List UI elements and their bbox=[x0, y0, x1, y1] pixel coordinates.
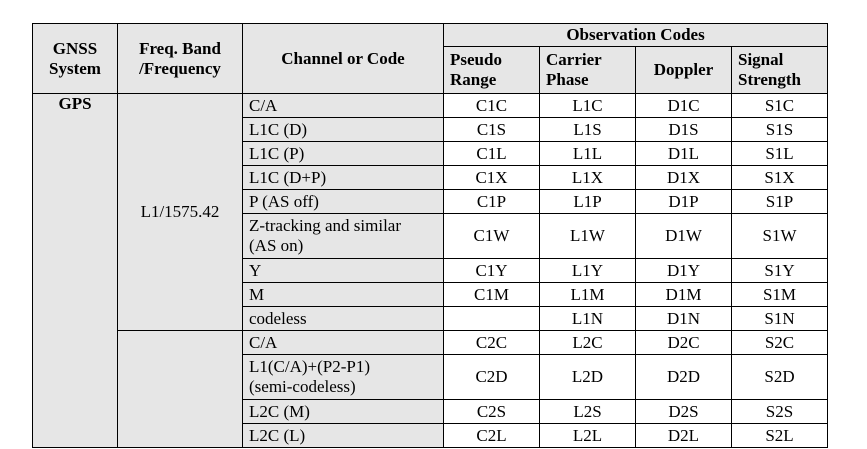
channel-cell: Z-tracking and similar (AS on) bbox=[242, 213, 444, 259]
carrier-phase-cell: L1X bbox=[539, 165, 636, 190]
channel-cell: L2C (M) bbox=[242, 399, 444, 424]
pseudo-range-cell: C1P bbox=[443, 189, 540, 214]
table-row: L1(C/A)+(P2-P1) (semi-codeless) C2D L2D D… bbox=[33, 354, 828, 400]
channel-cell: P (AS off) bbox=[242, 189, 444, 214]
pseudo-range-cell: C1X bbox=[443, 165, 540, 190]
carrier-phase-cell: L2S bbox=[539, 399, 636, 424]
channel-cell: L2C (L) bbox=[242, 423, 444, 448]
observation-codes-table: GNSS System Freq. Band/Frequency Channel … bbox=[32, 23, 828, 448]
doppler-cell: D2D bbox=[635, 354, 732, 400]
system-gps-cell: GPS bbox=[32, 93, 118, 448]
doppler-cell: D2S bbox=[635, 399, 732, 424]
carrier-phase-cell: L1S bbox=[539, 117, 636, 142]
header-observation-codes: Observation Codes bbox=[443, 23, 828, 47]
signal-strength-cell: S2S bbox=[731, 399, 828, 424]
carrier-phase-cell: L1C bbox=[539, 93, 636, 118]
carrier-phase-cell: L1M bbox=[539, 282, 636, 307]
header-gnss-system: GNSS System bbox=[32, 23, 118, 94]
table-row: codeless L1N D1N S1N bbox=[33, 306, 828, 331]
carrier-phase-cell: L2L bbox=[539, 423, 636, 448]
signal-strength-cell: S1X bbox=[731, 165, 828, 190]
channel-cell: codeless bbox=[242, 306, 444, 331]
doppler-cell: D1Y bbox=[635, 258, 732, 283]
pseudo-range-cell: C2D bbox=[443, 354, 540, 400]
channel-cell: L1C (P) bbox=[242, 141, 444, 166]
pseudo-range-cell: C1S bbox=[443, 117, 540, 142]
signal-strength-cell: S1N bbox=[731, 306, 828, 331]
signal-strength-cell: S1C bbox=[731, 93, 828, 118]
doppler-cell: D2C bbox=[635, 330, 732, 355]
channel-cell: C/A bbox=[242, 330, 444, 355]
doppler-cell: D1P bbox=[635, 189, 732, 214]
doppler-cell: D1L bbox=[635, 141, 732, 166]
table-row: C/A C2C L2C D2C S2C bbox=[33, 330, 828, 448]
signal-strength-cell: S1M bbox=[731, 282, 828, 307]
pseudo-range-cell: C1C bbox=[443, 93, 540, 118]
carrier-phase-cell: L1Y bbox=[539, 258, 636, 283]
table-row: L1C (D+P) C1X L1X D1X S1X bbox=[33, 165, 828, 190]
signal-strength-cell: S2L bbox=[731, 423, 828, 448]
header-channel-or-code: Channel or Code bbox=[242, 23, 444, 94]
band-l1-cell: L1/1575.42 bbox=[117, 93, 243, 331]
pseudo-range-cell: C1L bbox=[443, 141, 540, 166]
table-row: Y C1Y L1Y D1Y S1Y bbox=[33, 258, 828, 283]
table-row: L1C (P) C1L L1L D1L S1L bbox=[33, 141, 828, 166]
channel-cell: L1(C/A)+(P2-P1) (semi-codeless) bbox=[242, 354, 444, 400]
pseudo-range-cell: C2S bbox=[443, 399, 540, 424]
table-row: L1C (D) C1S L1S D1S S1S bbox=[33, 117, 828, 142]
table-row: M C1M L1M D1M S1M bbox=[33, 282, 828, 307]
table-row: P (AS off) C1P L1P D1P S1P bbox=[33, 189, 828, 214]
channel-cell: L1C (D) bbox=[242, 117, 444, 142]
doppler-cell: D1C bbox=[635, 93, 732, 118]
pseudo-range-cell: C2L bbox=[443, 423, 540, 448]
channel-cell: L1C (D+P) bbox=[242, 165, 444, 190]
signal-strength-cell: S2D bbox=[731, 354, 828, 400]
header-freq-band: Freq. Band/Frequency bbox=[117, 23, 243, 94]
carrier-phase-cell: L2C bbox=[539, 330, 636, 355]
carrier-phase-cell: L1P bbox=[539, 189, 636, 214]
header-signal-strength: Signal Strength bbox=[731, 46, 828, 94]
channel-cell: M bbox=[242, 282, 444, 307]
channel-cell: C/A bbox=[242, 93, 444, 118]
doppler-cell: D1S bbox=[635, 117, 732, 142]
header-pseudo-range: Pseudo Range bbox=[443, 46, 540, 94]
pseudo-range-cell bbox=[443, 306, 540, 331]
doppler-cell: D2L bbox=[635, 423, 732, 448]
doppler-cell: D1X bbox=[635, 165, 732, 190]
signal-strength-cell: S2C bbox=[731, 330, 828, 355]
pseudo-range-cell: C2C bbox=[443, 330, 540, 355]
signal-strength-cell: S1Y bbox=[731, 258, 828, 283]
doppler-cell: D1N bbox=[635, 306, 732, 331]
pseudo-range-cell: C1W bbox=[443, 213, 540, 259]
header-carrier-phase: Carrier Phase bbox=[539, 46, 636, 94]
table-row: L2C (M) C2S L2S D2S S2S bbox=[33, 399, 828, 424]
carrier-phase-cell: L1W bbox=[539, 213, 636, 259]
band-l2-cell bbox=[117, 330, 243, 448]
table-row: GPS L1/1575.42 C/A C1C L1C D1C S1C bbox=[32, 93, 828, 448]
signal-strength-cell: S1P bbox=[731, 189, 828, 214]
signal-strength-cell: S1W bbox=[731, 213, 828, 259]
carrier-phase-cell: L1N bbox=[539, 306, 636, 331]
signal-strength-cell: S1L bbox=[731, 141, 828, 166]
carrier-phase-cell: L2D bbox=[539, 354, 636, 400]
doppler-cell: D1W bbox=[635, 213, 732, 259]
table-row: L2C (L) C2L L2L D2L S2L bbox=[33, 423, 828, 448]
carrier-phase-cell: L1L bbox=[539, 141, 636, 166]
pseudo-range-cell: C1M bbox=[443, 282, 540, 307]
pseudo-range-cell: C1Y bbox=[443, 258, 540, 283]
header-doppler: Doppler bbox=[635, 46, 732, 94]
doppler-cell: D1M bbox=[635, 282, 732, 307]
channel-cell: Y bbox=[242, 258, 444, 283]
signal-strength-cell: S1S bbox=[731, 117, 828, 142]
